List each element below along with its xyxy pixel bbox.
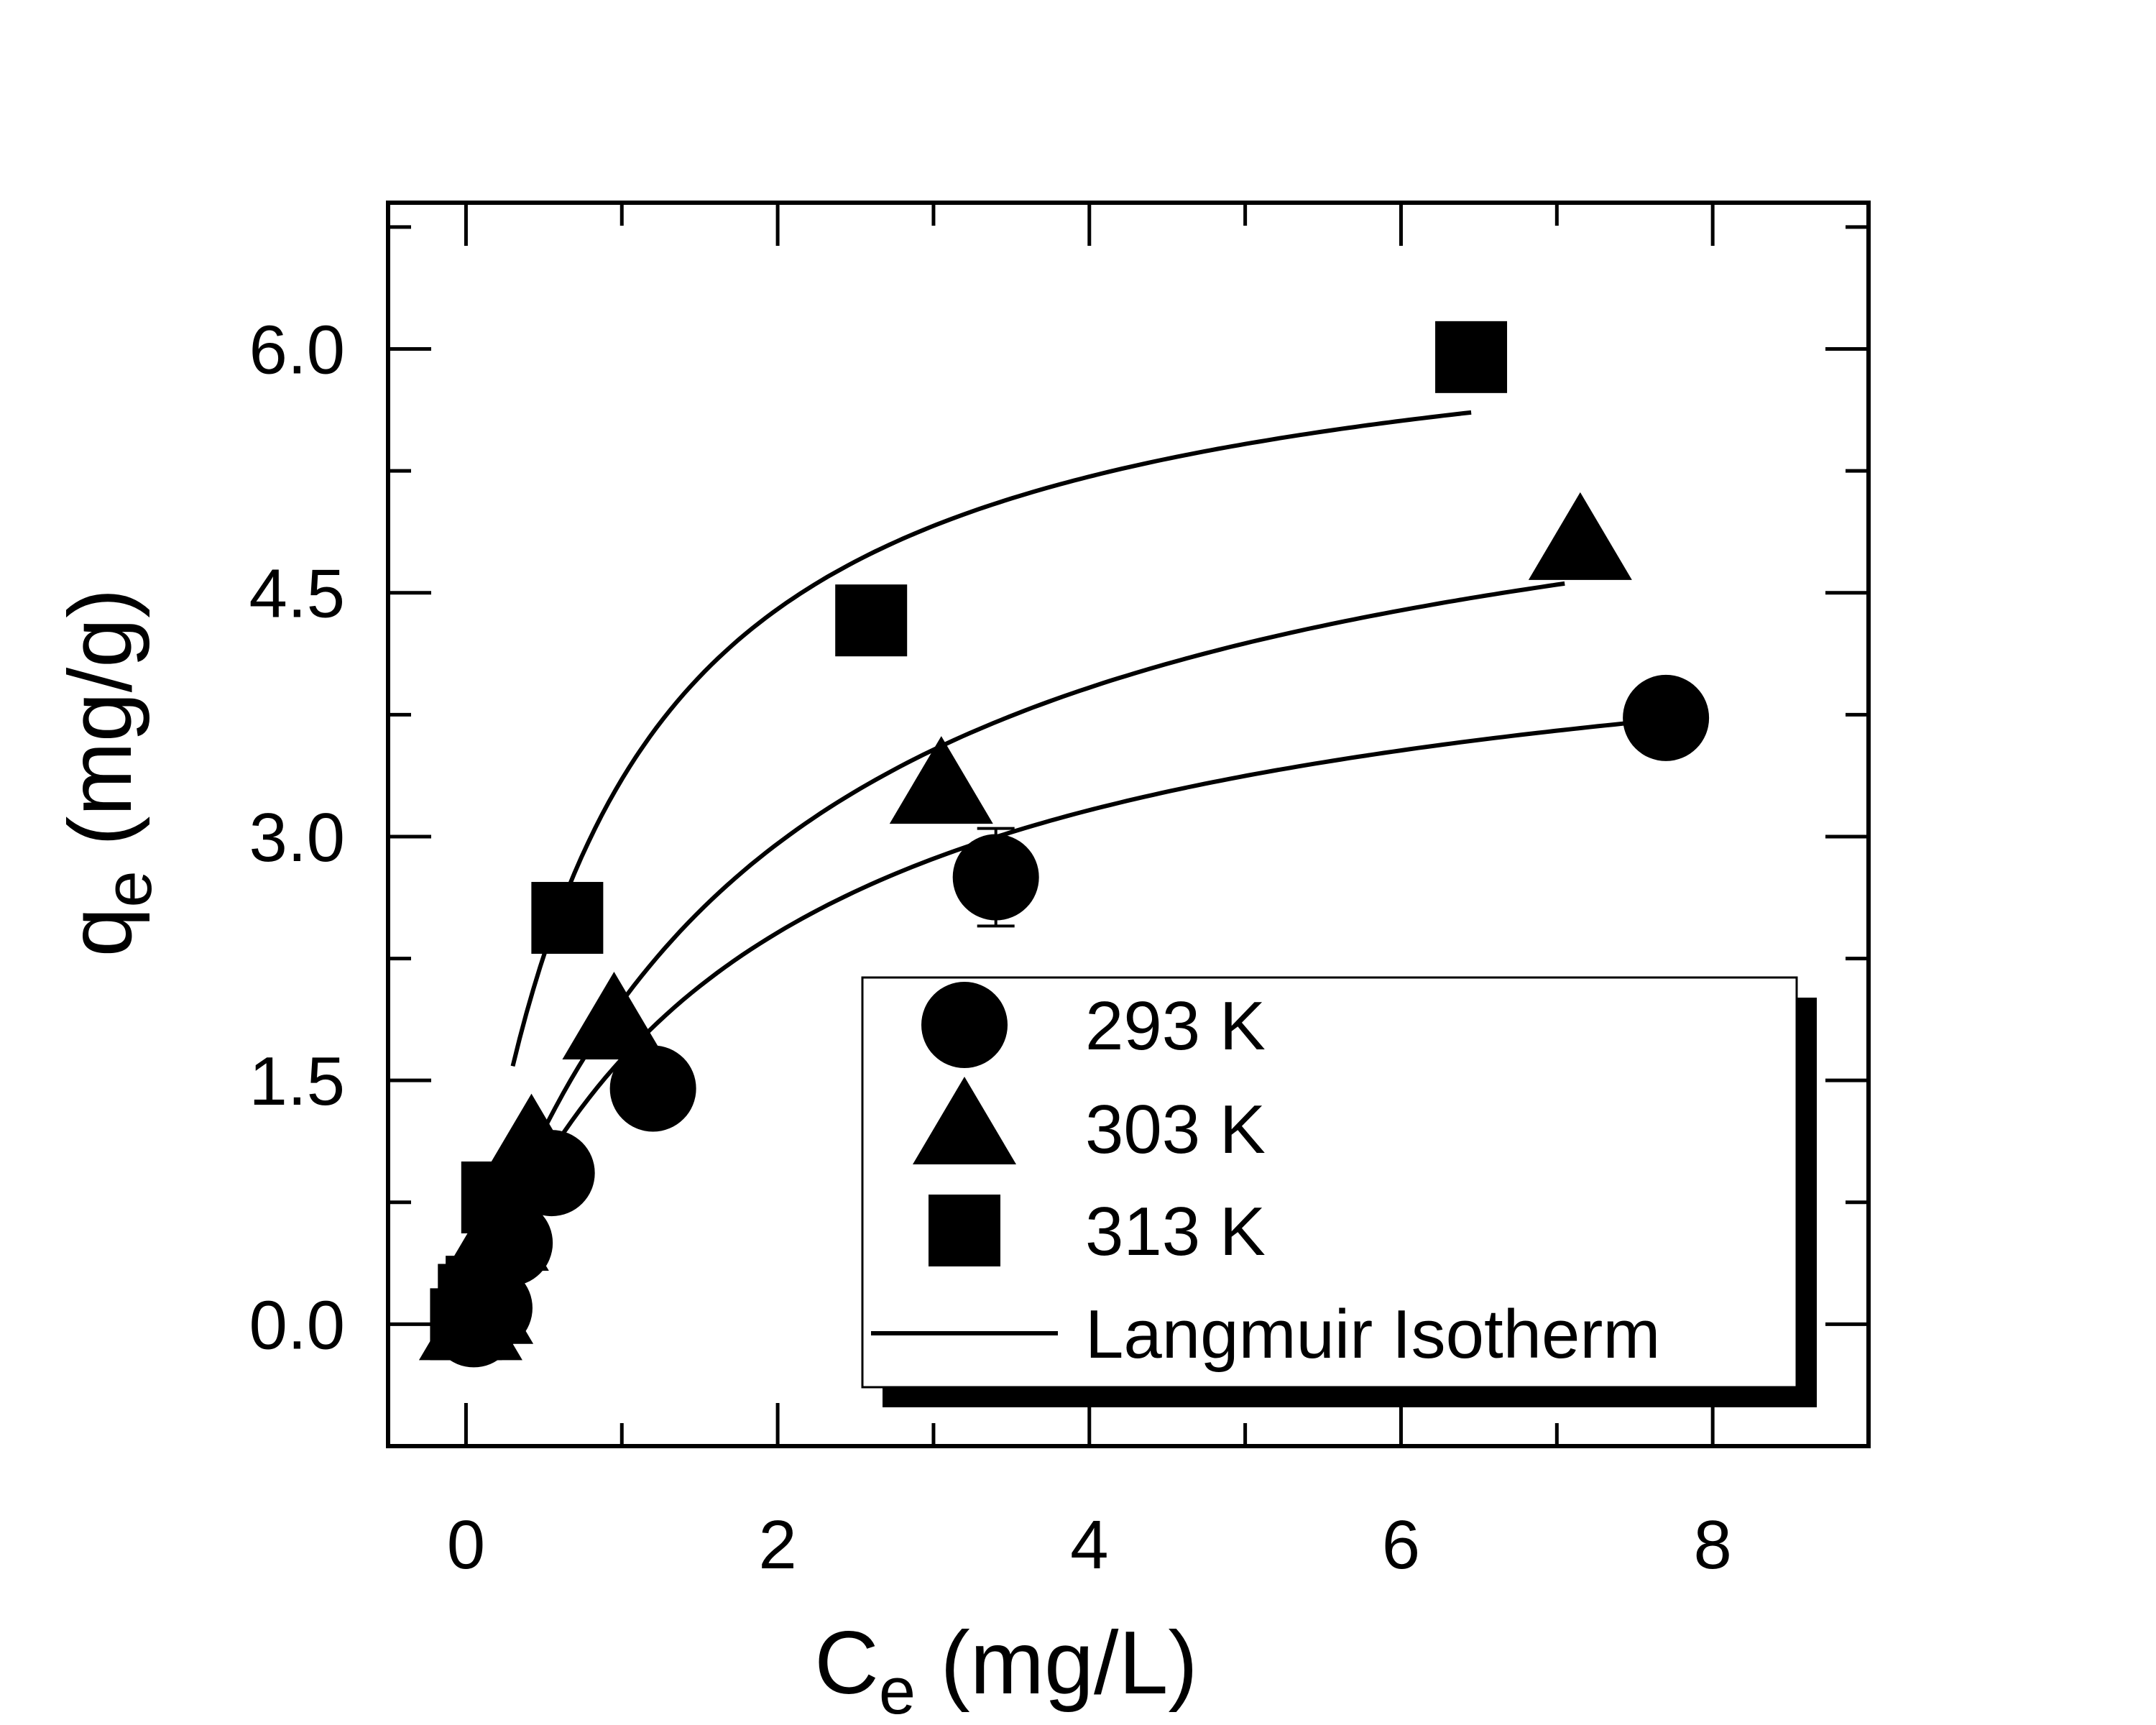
data-point-s2-5 <box>835 584 908 657</box>
legend: 293 K 303 K 313 K Langmuir Isotherm <box>861 976 1817 1407</box>
x-axis-label-unit: (mg/L) <box>916 1614 1198 1713</box>
legend-label: 303 K <box>1085 1091 1266 1168</box>
data-point-s1-5 <box>889 736 993 824</box>
x-tick-label: 0 <box>447 1506 485 1583</box>
x-tick-label: 8 <box>1693 1506 1731 1583</box>
fit-curve-0 <box>467 717 1667 1317</box>
y-axis-label-main: q <box>51 907 150 957</box>
legend-label: 293 K <box>1085 988 1266 1064</box>
data-point-s2-4 <box>531 882 604 954</box>
fit-curve-2 <box>510 410 1472 1067</box>
data-point-s2-6 <box>1435 321 1508 393</box>
x-axis-label-sub: e <box>879 1655 916 1725</box>
legend-label: Langmuir Isotherm <box>1085 1296 1660 1373</box>
data-point-s2-2 <box>446 1256 518 1328</box>
y-tick-label: 6.0 <box>249 312 345 389</box>
legend-marker-triangle <box>913 1077 1016 1164</box>
y-tick-label: 4.5 <box>249 556 345 632</box>
legend-marker-circle <box>921 982 1008 1068</box>
data-point-s0-6 <box>1623 674 1710 761</box>
y-tick-label: 3.0 <box>249 799 345 876</box>
data-point-s1-4 <box>562 972 666 1060</box>
legend-marker-square <box>929 1195 1000 1266</box>
data-point-s0-5 <box>952 834 1039 921</box>
plot-frame <box>386 201 1871 1448</box>
x-tick-label: 6 <box>1382 1506 1420 1583</box>
x-tick-label: 4 <box>1070 1506 1108 1583</box>
y-axis-label: qe (mg/g) <box>51 589 165 957</box>
legend-box <box>861 976 1798 1389</box>
data-point-s1-3 <box>479 1093 584 1182</box>
y-axis-label-sub: e <box>92 870 165 907</box>
data-point-s1-6 <box>1528 492 1632 580</box>
fit-curve-1 <box>466 581 1565 1315</box>
legend-label: 313 K <box>1085 1193 1266 1270</box>
y-tick-label: 0.0 <box>249 1287 345 1363</box>
y-axis-label-unit: (mg/g) <box>51 589 150 871</box>
data-point-s2-3 <box>461 1162 533 1233</box>
axes: 0 2 4 6 8 0.0 1.5 3.0 4.5 6.0 <box>249 201 1871 1583</box>
plot-marks <box>418 321 1710 1368</box>
y-tick-label: 1.5 <box>249 1043 345 1120</box>
x-axis-label-main: C <box>814 1614 879 1713</box>
data-point-s0-4 <box>609 1045 696 1132</box>
x-tick-label: 2 <box>758 1506 796 1583</box>
x-axis-label: Ce (mg/L) <box>814 1614 1197 1725</box>
